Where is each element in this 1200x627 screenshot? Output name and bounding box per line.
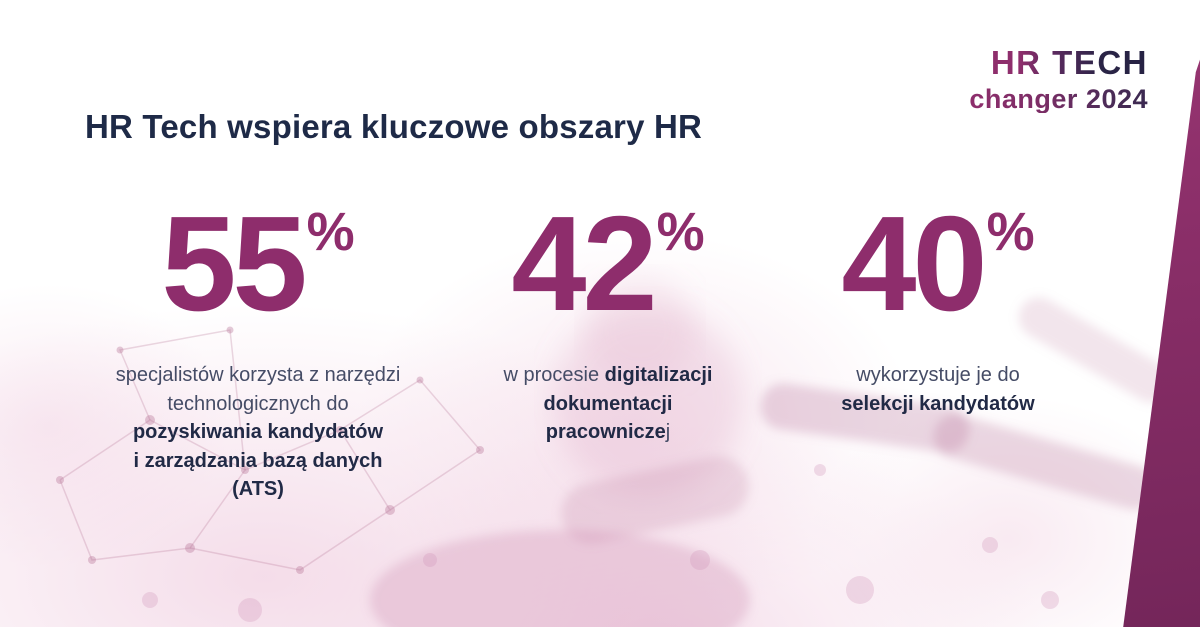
brand-logo-tagline: changer 2024 (969, 84, 1148, 114)
stat-description-line: technologicznych do (78, 390, 438, 419)
stat-value: 42% (438, 196, 778, 331)
background-speckles (142, 464, 1059, 622)
stat-description-line: dokumentacji (438, 390, 778, 419)
stat-description-bold-text: selekcji kandydatów (841, 392, 1035, 415)
brand-logo-wordmark: HR TECH (969, 46, 1148, 79)
background-network-nodes (56, 326, 484, 574)
stat-description-line: (ATS) (78, 475, 438, 504)
stat-value: 55% (78, 196, 438, 331)
percent-sign: % (986, 202, 1035, 262)
stat-description-text: w procesie (503, 364, 605, 386)
stat-description: wykorzystuje je do selekcji kandydatów (768, 361, 1108, 418)
stat-column: 42% w procesie digitalizacji dokumentacji… (438, 196, 778, 447)
stat-description-line: selekcji kandydatów (768, 390, 1108, 419)
background-sphere-shape (585, 275, 695, 385)
stat-value: 40% (768, 196, 1108, 331)
stat-number: 42 (511, 188, 657, 339)
stat-description-text: j (665, 421, 671, 443)
stat-description-text: wykorzystuje je do (856, 364, 1020, 386)
stat-description: w procesie digitalizacji dokumentacji prac… (438, 361, 778, 447)
stat-description-line: pracowniczej (438, 418, 778, 447)
stat-number: 55 (161, 188, 307, 339)
stat-description-line: i zarządzania bazą danych (78, 447, 438, 476)
stat-description-bold-text: pracownicze (545, 421, 666, 443)
brand-logo: HR TECH changer 2024 (969, 46, 1148, 113)
stat-description-bold-text: dokumentacji (543, 392, 673, 415)
stat-description-line: pozyskiwania kandydatów (78, 418, 438, 447)
stat-description-line: wykorzystuje je do (768, 361, 1108, 390)
stat-column: 40% wykorzystuje je do selekcji kandydató… (768, 196, 1108, 418)
stat-description-text: specjalistów korzysta z narzędzi (115, 364, 401, 386)
stat-description: specjalistów korzysta z narzędzi technolo… (78, 361, 438, 504)
percent-sign: % (306, 202, 355, 262)
stat-description-line: w procesie digitalizacji (438, 361, 778, 390)
stat-description-bold-text: digitalizacji (604, 364, 713, 386)
stat-description-bold-text: pozyskiwania kandydatów (132, 421, 384, 443)
stat-description-text: technologicznych do (167, 392, 349, 415)
stat-description-bold-text: i zarządzania bazą danych (133, 449, 383, 472)
stat-number: 40 (841, 188, 987, 339)
background-network-lines (59, 329, 482, 571)
stat-description-line: specjalistów korzysta z narzędzi (78, 361, 438, 390)
page-title: HR Tech wspiera kluczowe obszary HR (85, 108, 703, 145)
background-robot-hand-shape (370, 297, 1172, 627)
stat-description-bold-text: (ATS) (232, 478, 284, 500)
percent-sign: % (656, 202, 705, 262)
stat-column: 55% specjalistów korzysta z narzędzi tech… (78, 196, 438, 504)
